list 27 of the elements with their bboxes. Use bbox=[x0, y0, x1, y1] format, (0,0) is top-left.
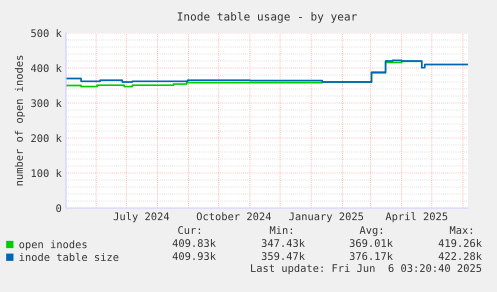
text: 419.26k bbox=[438, 238, 482, 248]
y-tick-label: 0 bbox=[56, 204, 62, 212]
text: Min: bbox=[270, 226, 292, 234]
text: Last update: Fri Jun 6 03:20:40 2025 bbox=[251, 264, 482, 274]
text: Avg: bbox=[360, 226, 382, 236]
text: 347.43k bbox=[262, 238, 305, 248]
x-tick-label: January 2025 bbox=[289, 212, 364, 222]
text: Max: bbox=[450, 226, 472, 234]
x-tick-label: July 2024 bbox=[114, 212, 170, 222]
text: 376.17k bbox=[350, 252, 393, 260]
y-tick-label: 500 k bbox=[31, 29, 62, 38]
text: 409.83k bbox=[172, 238, 216, 248]
text: Cur: bbox=[178, 226, 200, 234]
y-tick-label: 200 k bbox=[31, 134, 62, 142]
text: 369.01k bbox=[350, 238, 393, 248]
text: 422.28k bbox=[438, 252, 482, 260]
y-tick-label: 400 k bbox=[30, 64, 62, 72]
legend-label: open inodes bbox=[19, 240, 87, 250]
y-tick-label: 100 k bbox=[32, 169, 62, 178]
text: 359.47k bbox=[262, 252, 305, 260]
chart-title: Inode table usage - by year bbox=[178, 12, 357, 23]
text: 409.93k bbox=[172, 252, 216, 260]
x-tick-label: April 2025 bbox=[386, 212, 448, 222]
legend-label: inode table size bbox=[20, 252, 118, 262]
x-tick-label: October 2024 bbox=[196, 212, 271, 220]
y-tick-label: 300 k bbox=[31, 99, 62, 108]
y-axis-title: number of open inodes bbox=[14, 56, 25, 186]
